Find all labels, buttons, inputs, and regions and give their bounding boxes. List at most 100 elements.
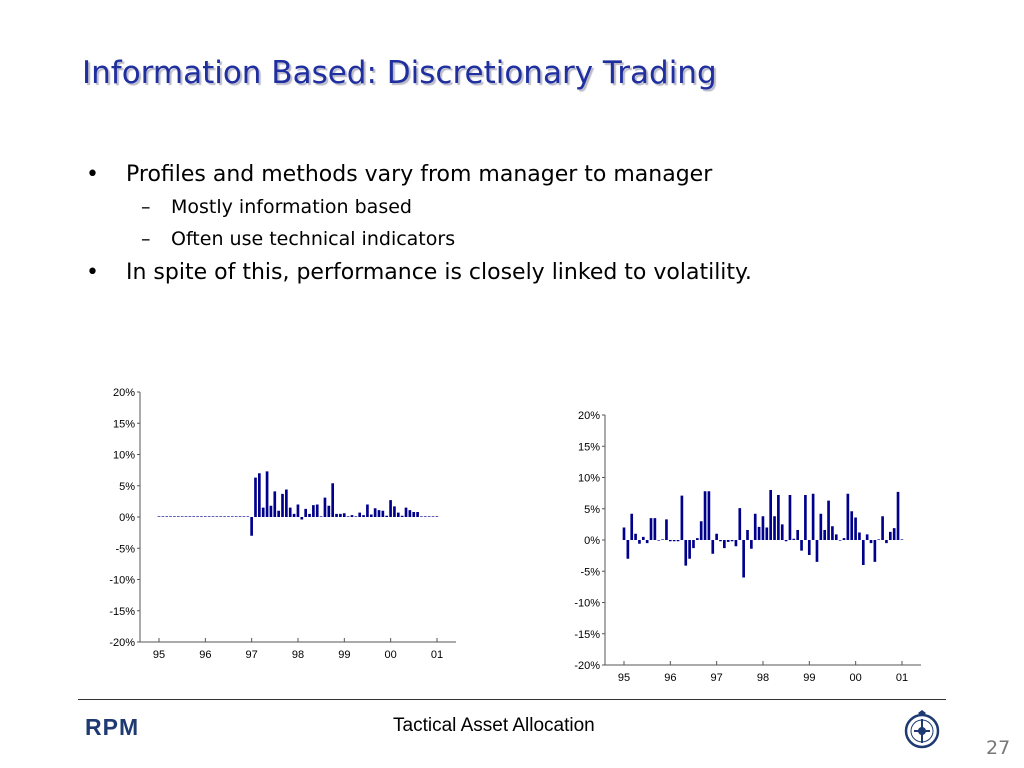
bar [819, 513, 823, 540]
bar [865, 534, 869, 540]
bar [285, 489, 288, 517]
x-tick-label: 97 [246, 649, 258, 661]
bar [358, 512, 362, 517]
bar [315, 504, 319, 517]
bar [169, 516, 172, 517]
bar [327, 505, 331, 517]
slide-title: Information Based: Discretionary Trading [82, 55, 717, 91]
bar [200, 516, 203, 517]
y-tick-label: 15% [113, 418, 135, 430]
bar [273, 491, 277, 517]
bullet-text: Profiles and methods vary from manager t… [126, 162, 713, 187]
bar [423, 516, 427, 517]
bar [850, 511, 854, 540]
y-tick-label: -10% [574, 598, 600, 610]
bar [804, 495, 807, 540]
bar [231, 516, 234, 517]
y-tick-label: 0% [119, 512, 135, 524]
bar [339, 513, 342, 517]
bar [757, 526, 761, 540]
bar [161, 516, 165, 517]
bar [645, 540, 649, 544]
sub-bullet-item: – Mostly information based [86, 194, 986, 220]
x-tick-label: 96 [199, 649, 211, 661]
bar [649, 518, 653, 540]
bar [719, 540, 722, 542]
sub-bullet-text: Often use technical indicators [171, 228, 456, 250]
x-tick-label: 00 [385, 649, 397, 661]
bar [207, 516, 211, 517]
bar [715, 533, 718, 540]
bar [696, 538, 699, 540]
bar [846, 493, 850, 540]
bar [661, 539, 664, 540]
x-tick-label: 01 [896, 672, 908, 684]
y-tick-label: 5% [584, 504, 600, 516]
bar [885, 540, 888, 544]
bar [672, 540, 676, 542]
bar [668, 540, 672, 542]
sub-bullet-dash-icon: – [141, 196, 151, 218]
bar [431, 516, 435, 517]
bar [892, 528, 896, 540]
bar [753, 513, 757, 540]
x-tick-label: 01 [431, 649, 443, 661]
bar [281, 493, 284, 517]
bullet-dot-icon: • [86, 162, 99, 187]
bar [188, 516, 192, 517]
y-tick-label: 5% [119, 481, 135, 493]
bar [634, 533, 637, 540]
bar [258, 473, 261, 517]
sub-bullet-item: – Often use technical indicators [86, 226, 986, 252]
x-tick-label: 99 [803, 672, 815, 684]
bar [711, 540, 715, 554]
bar [254, 477, 257, 517]
bar [261, 507, 265, 517]
bar-chart-right: 20% 15% 10% 5% 0% -5% -10% -15% -20% 95 96 97 98 99 00… [574, 410, 921, 684]
bar [834, 534, 838, 540]
bar [692, 540, 695, 549]
bar [435, 516, 439, 517]
bar [726, 540, 730, 542]
bar [800, 540, 803, 551]
x-tick-label: 00 [850, 672, 862, 684]
bar [246, 516, 250, 517]
bullet-item: • In spite of this, performance is close… [86, 258, 986, 288]
bar [680, 495, 684, 540]
bar [896, 491, 900, 540]
bar [319, 516, 323, 517]
bar [346, 516, 350, 517]
bar [900, 539, 904, 540]
bar [366, 504, 369, 517]
bar [703, 491, 707, 540]
bar [369, 514, 373, 517]
bar-chart-left: 20% 15% 10% 5% 0% -5% -10% -15% -20% 95 96 97 98 99 00… [109, 387, 456, 661]
bar [335, 513, 338, 517]
x-tick-label: 96 [664, 672, 676, 684]
bar [400, 515, 404, 517]
bar [176, 516, 180, 517]
bar [211, 516, 215, 517]
bar [684, 540, 688, 566]
x-tick-label: 99 [338, 649, 350, 661]
bar [342, 513, 346, 517]
bar [807, 540, 811, 555]
x-tick-label: 95 [618, 672, 630, 684]
bar [815, 540, 819, 562]
bar [396, 512, 400, 517]
bar [842, 538, 846, 540]
bar [184, 516, 188, 517]
bullet-dot-icon: • [86, 260, 99, 285]
bar [238, 516, 242, 517]
page-number: 27 [986, 737, 1011, 759]
bar [641, 536, 645, 540]
bar [427, 516, 431, 517]
bullet-list: • Profiles and methods vary from manager… [86, 160, 986, 292]
bar [331, 483, 335, 517]
sub-bullet-dash-icon: – [141, 228, 151, 250]
bar [219, 516, 223, 517]
bar [362, 515, 365, 517]
y-tick-label: 0% [584, 535, 600, 547]
bar [165, 516, 169, 517]
bar [173, 516, 176, 517]
